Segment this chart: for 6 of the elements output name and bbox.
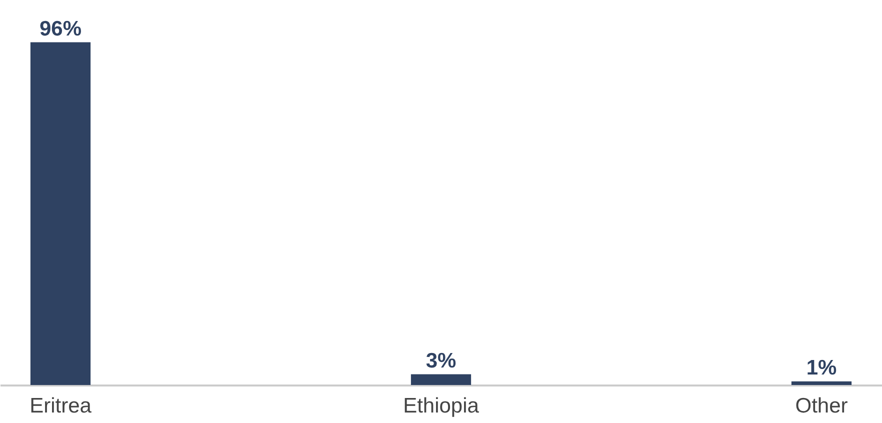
- data-label: 1%: [806, 356, 837, 380]
- data-label: 3%: [426, 349, 456, 372]
- x-tick-label: Other: [795, 394, 848, 418]
- x-tick-label: Ethiopia: [403, 394, 480, 418]
- data-label: 96%: [39, 17, 82, 40]
- x-tick-label: Eritrea: [30, 394, 92, 418]
